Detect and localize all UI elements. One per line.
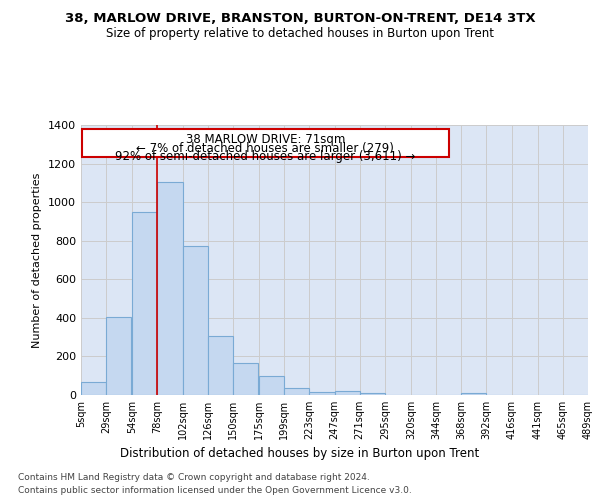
Bar — [157, 182, 182, 395]
Text: 38, MARLOW DRIVE, BRANSTON, BURTON-ON-TRENT, DE14 3TX: 38, MARLOW DRIVE, BRANSTON, BURTON-ON-TR… — [65, 12, 535, 26]
Text: Size of property relative to detached houses in Burton upon Trent: Size of property relative to detached ho… — [106, 28, 494, 40]
Bar — [81, 382, 106, 395]
Bar — [310, 392, 335, 395]
Text: 92% of semi-detached houses are larger (3,611) →: 92% of semi-detached houses are larger (… — [115, 150, 416, 163]
Text: ← 7% of detached houses are smaller (279): ← 7% of detached houses are smaller (279… — [136, 142, 394, 154]
Text: Contains public sector information licensed under the Open Government Licence v3: Contains public sector information licen… — [18, 486, 412, 495]
Text: Distribution of detached houses by size in Burton upon Trent: Distribution of detached houses by size … — [121, 448, 479, 460]
Bar — [335, 391, 359, 395]
Bar — [359, 393, 385, 395]
Text: 38 MARLOW DRIVE: 71sqm: 38 MARLOW DRIVE: 71sqm — [185, 133, 345, 146]
Bar — [461, 393, 487, 395]
Bar — [133, 212, 157, 395]
Bar — [259, 376, 284, 395]
Bar — [284, 388, 310, 395]
Bar — [208, 336, 233, 395]
Bar — [182, 246, 208, 395]
Bar — [233, 363, 258, 395]
FancyBboxPatch shape — [82, 129, 449, 157]
Text: Contains HM Land Registry data © Crown copyright and database right 2024.: Contains HM Land Registry data © Crown c… — [18, 472, 370, 482]
Bar — [106, 317, 131, 395]
Y-axis label: Number of detached properties: Number of detached properties — [32, 172, 43, 348]
